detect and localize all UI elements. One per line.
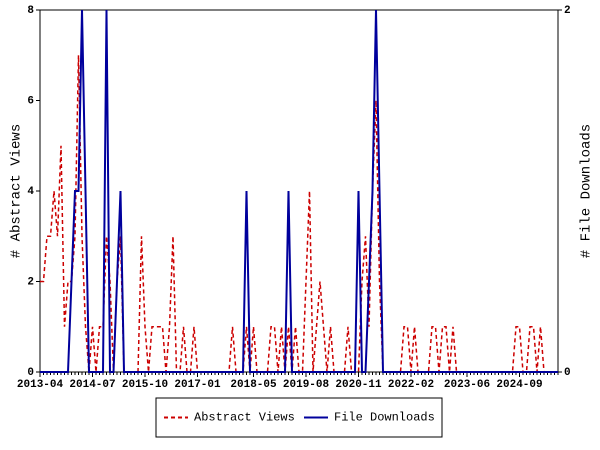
y-tick-label: 8 [27,5,34,17]
legend-label: File Downloads [334,411,435,425]
y2-tick-label: 2 [564,5,571,17]
series-line [40,55,558,373]
x-tick-label: 2022-02 [388,379,434,391]
y2-tick-label: 0 [564,367,571,379]
y-axis-label: # Abstract Views [9,124,25,258]
y-tick-label: 6 [27,95,34,107]
y-tick-label: 2 [27,276,34,288]
legend-label: Abstract Views [194,411,295,425]
y-tick-label: 0 [27,367,34,379]
y-tick-label: 4 [27,186,34,198]
x-tick-label: 2023-06 [444,379,490,391]
series-line [40,9,558,373]
plot-frame [39,9,559,373]
x-tick-label: 2015-10 [122,379,168,391]
legend-box [155,397,443,438]
x-tick-label: 2017-01 [174,379,221,391]
x-tick-label: 2020-11 [335,379,382,391]
x-tick-label: 2019-08 [283,379,330,391]
x-tick-label: 2024-09 [496,379,542,391]
x-tick-label: 2018-05 [230,379,277,391]
y2-axis-label: # File Downloads [579,124,595,258]
x-tick-label: 2013-04 [17,379,64,391]
x-tick-label: 2014-07 [69,379,115,391]
